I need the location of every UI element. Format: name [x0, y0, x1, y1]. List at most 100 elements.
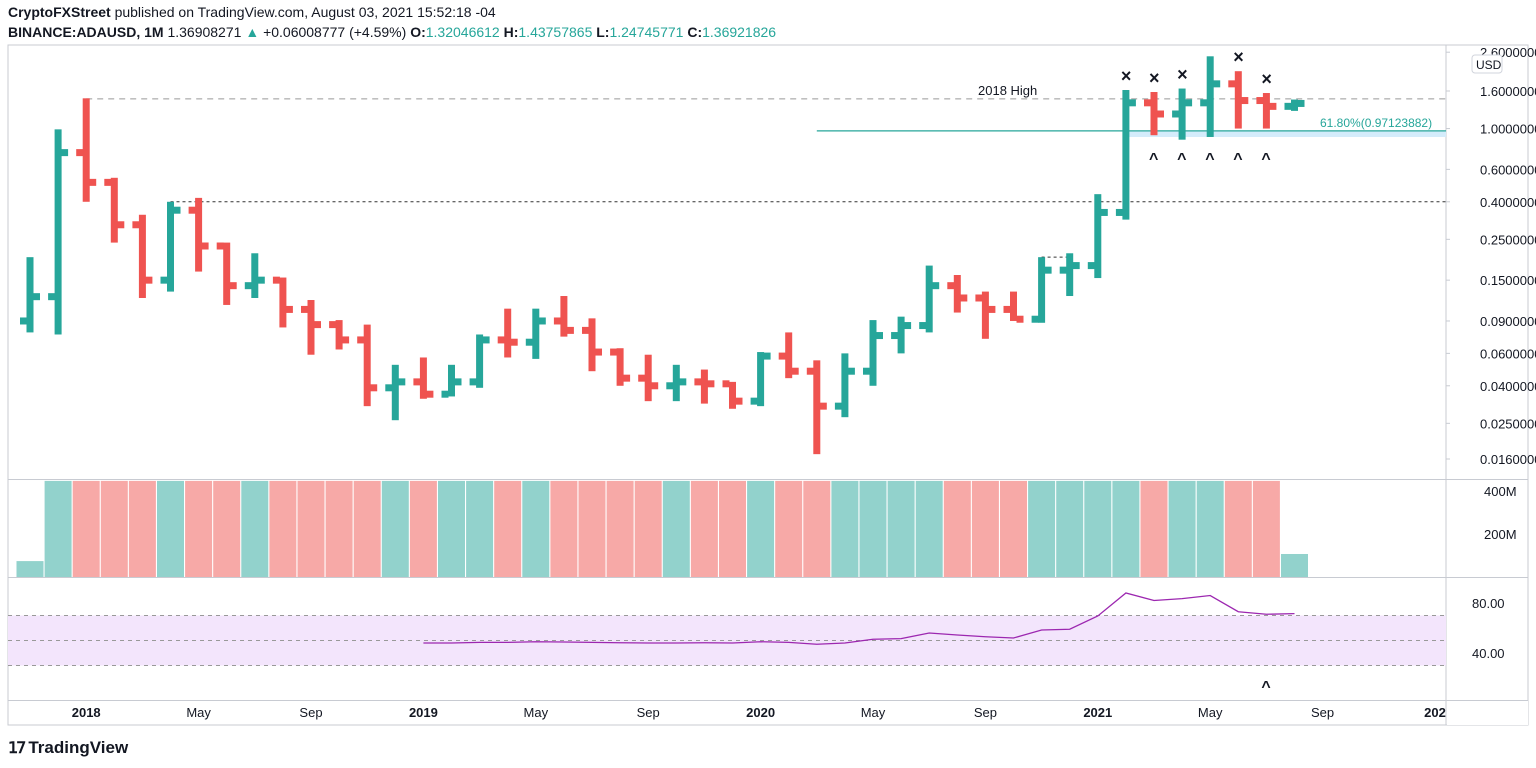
- fib-level-label: 61.80%(0.97123882): [1320, 116, 1432, 130]
- volume-bar: [1224, 480, 1252, 577]
- fib-zone: [1125, 130, 1446, 137]
- time-tick-label: May: [524, 705, 549, 720]
- ohlc-bar: [863, 320, 883, 386]
- bar-open-tick: [1200, 99, 1208, 107]
- bar-open-tick: [1115, 208, 1123, 216]
- bar-open-tick: [1144, 99, 1151, 107]
- bar-range: [307, 300, 315, 355]
- ohlc-bar: [975, 291, 996, 339]
- tradingview-logo[interactable]: 𝟣𝟩 TradingView: [8, 738, 128, 758]
- ohlc-bar: [1172, 88, 1193, 140]
- bar-close-tick: [89, 178, 97, 186]
- caret-mark: ^: [1177, 151, 1186, 168]
- symbol[interactable]: BINANCE:ADAUSD, 1M: [8, 24, 164, 40]
- bar-close-tick: [61, 149, 69, 157]
- bar-range: [54, 129, 62, 335]
- ohlc-bar: [778, 332, 799, 379]
- bar-open-tick: [20, 317, 27, 325]
- high-value: 1.43757865: [518, 24, 593, 40]
- price-tick-label: 0.01600000: [1480, 452, 1536, 467]
- rsi-tick-label: 80.00: [1472, 596, 1505, 611]
- volume-bar: [157, 480, 184, 577]
- ohlc-bar: [216, 242, 237, 305]
- bar-close-tick: [566, 326, 574, 334]
- volume-bar: [325, 480, 353, 577]
- rsi-tick-label: 40.00: [1472, 646, 1505, 661]
- bar-open-tick: [272, 276, 280, 284]
- price-tick-label: 0.06000000: [1480, 346, 1536, 361]
- volume-bar: [971, 480, 999, 577]
- ohlc-bar: [891, 316, 912, 354]
- bar-open-tick: [1031, 315, 1039, 323]
- volume-bar: [606, 480, 634, 577]
- bar-close-tick: [1157, 110, 1164, 118]
- volume-bar: [381, 480, 409, 577]
- bar-close-tick: [735, 397, 743, 405]
- rsi-band: [8, 615, 1446, 666]
- bar-close-tick: [145, 276, 153, 284]
- bar-close-tick: [173, 206, 181, 214]
- volume-bar: [1028, 480, 1056, 577]
- ohlc-bar: [750, 352, 771, 407]
- bar-open-tick: [1256, 97, 1264, 105]
- ohlc-bar: [244, 253, 265, 298]
- caret-mark: ^: [1205, 151, 1214, 168]
- bar-open-tick: [947, 282, 955, 290]
- bar-range: [953, 275, 961, 313]
- price-tick-label: 0.04000000: [1480, 379, 1536, 394]
- time-tick-label: May: [861, 705, 886, 720]
- ohlc-bar: [132, 214, 153, 298]
- open-label: O:: [410, 24, 426, 40]
- bar-close-tick: [454, 378, 462, 386]
- ohlc-bar: [947, 275, 968, 313]
- symbol-legend: BINANCE:ADAUSD, 1M 1.36908271 ▲ +0.06008…: [8, 24, 776, 40]
- publish-info: CryptoFXStreet published on TradingView.…: [8, 4, 496, 20]
- volume-bar: [662, 480, 690, 577]
- bar-range: [841, 353, 849, 418]
- time-tick-label: May: [186, 705, 211, 720]
- bar-close-tick: [623, 374, 631, 382]
- volume-bar: [241, 480, 269, 577]
- ohlc-bar: [525, 308, 546, 359]
- ohlc-bar: [694, 369, 715, 404]
- ohlc-bar: [610, 348, 631, 386]
- bar-open-tick: [975, 294, 983, 302]
- time-tick-label: Sep: [637, 705, 660, 720]
- ohlc-bar: [329, 320, 350, 350]
- bar-range: [1122, 90, 1130, 220]
- ohlc-bar: [1228, 71, 1249, 129]
- bar-close-tick: [763, 352, 771, 360]
- bar-range: [476, 334, 484, 388]
- bar-open-tick: [1172, 110, 1180, 118]
- volume-bar: [1168, 480, 1196, 577]
- bar-range: [616, 348, 624, 386]
- bar-close-tick: [1016, 315, 1024, 323]
- bar-open-tick: [413, 378, 421, 386]
- ohlc-bar: [48, 129, 69, 335]
- bar-close-tick: [876, 332, 883, 340]
- bar-close-tick: [117, 221, 125, 229]
- volume-bar: [185, 480, 213, 577]
- bar-range: [1038, 257, 1046, 323]
- bar-open-tick: [638, 374, 646, 382]
- price-change: +0.06008777 (+4.59%): [263, 24, 407, 40]
- volume-bar: [1281, 553, 1308, 577]
- ohlc-bar: [722, 380, 743, 409]
- bar-range: [700, 369, 708, 404]
- volume-bar: [578, 480, 606, 577]
- x-mark: ×: [1261, 69, 1272, 89]
- bar-open-tick: [385, 384, 393, 392]
- volume-bar: [859, 480, 887, 577]
- volume-bar: [887, 480, 915, 577]
- volume-bar: [297, 480, 325, 577]
- logo-text: TradingView: [28, 738, 129, 757]
- close-value: 1.36921826: [702, 24, 777, 40]
- bar-close-tick: [595, 348, 602, 356]
- bar-range: [925, 265, 933, 333]
- bar-open-tick: [301, 305, 308, 313]
- volume-bar: [775, 480, 803, 577]
- bar-close-tick: [229, 282, 237, 290]
- bar-open-tick: [919, 322, 927, 330]
- bar-range: [110, 177, 118, 243]
